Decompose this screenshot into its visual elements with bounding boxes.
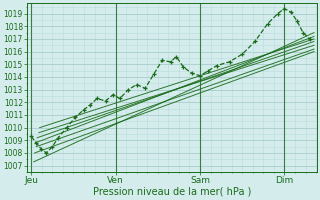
X-axis label: Pression niveau de la mer( hPa ): Pression niveau de la mer( hPa )	[92, 187, 251, 197]
